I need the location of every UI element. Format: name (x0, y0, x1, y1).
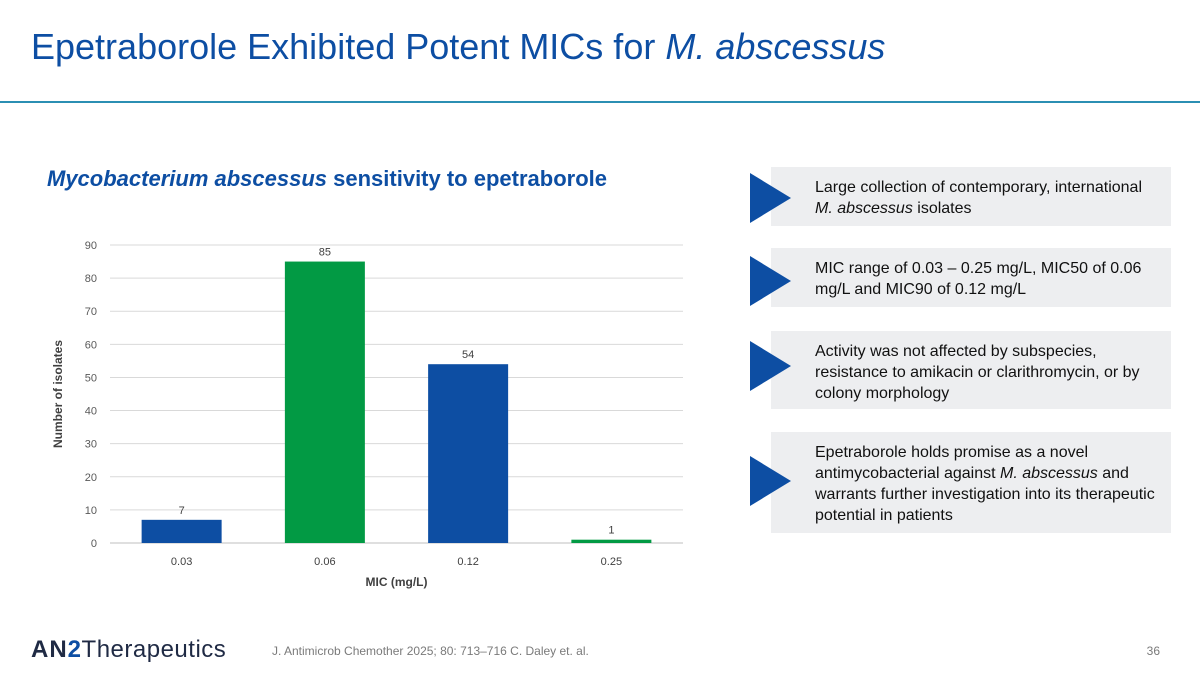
logo-therapeutics: Therapeutics (81, 636, 227, 663)
bar (284, 261, 365, 543)
y-tick-label: 50 (85, 372, 97, 384)
chart-heading-text: sensitivity to epetraborole (327, 166, 607, 191)
bar (141, 519, 222, 543)
bullet-text-part: Activity was not affected by subspecies,… (815, 343, 1140, 402)
y-tick-label: 40 (85, 406, 97, 418)
arrow-icon (750, 256, 791, 306)
y-tick-label: 0 (91, 538, 97, 550)
page-title: Epetraborole Exhibited Potent MICs for M… (31, 26, 885, 68)
arrow-icon (750, 341, 791, 391)
data-label: 54 (462, 349, 474, 361)
bar (571, 539, 652, 543)
page-number: 36 (1146, 644, 1160, 658)
x-tick-label: 0.12 (457, 556, 478, 568)
data-label: 7 (179, 505, 185, 517)
bullet-box: MIC range of 0.03 – 0.25 mg/L, MIC50 of … (771, 248, 1171, 307)
x-tick-label: 0.03 (171, 556, 192, 568)
title-divider (0, 101, 1200, 103)
bullet-text-part: and warrants further investigation into … (815, 465, 1155, 524)
data-label: 85 (319, 247, 331, 259)
bar-chart: 0 10 20 30 40 50 60 70 80 90 7 0.03 85 0.06 54 0.12 1 0.2… (51, 240, 683, 589)
arrow-icon (750, 173, 791, 223)
bullet-text: Activity was not affected by subspecies,… (815, 341, 1161, 404)
y-tick-label: 60 (85, 339, 97, 351)
title-italic-text: M. abscessus (665, 26, 886, 67)
bullet-box: Activity was not affected by subspecies,… (771, 331, 1171, 409)
x-axis-title: MIC (mg/L) (366, 575, 428, 589)
y-tick-label: 90 (85, 240, 97, 252)
bullet-text-part: isolates (912, 200, 972, 217)
citation: J. Antimicrob Chemother 2025; 80: 713–71… (272, 644, 589, 658)
bullet-text: Epetraborole holds promise as a novel an… (815, 442, 1161, 526)
y-tick-label: 10 (85, 505, 97, 517)
x-tick-label: 0.06 (314, 556, 335, 568)
bar (428, 364, 509, 543)
bullet-text-part: Large collection of contemporary, intern… (815, 179, 1142, 196)
bullet-text-part: Epetraborole holds promise as a novel an… (815, 444, 1089, 482)
y-tick-label: 30 (85, 439, 97, 451)
logo-two: 2 (67, 636, 82, 663)
bullet-box: Epetraborole holds promise as a novel an… (771, 432, 1171, 533)
x-tick-label: 0.25 (601, 556, 622, 568)
y-tick-label: 20 (85, 472, 97, 484)
bullet-box: Large collection of contemporary, intern… (771, 167, 1171, 226)
y-tick-label: 80 (85, 273, 97, 285)
bullet-text: Large collection of contemporary, intern… (815, 177, 1161, 219)
chart-heading-italic: Mycobacterium abscessus (47, 166, 328, 191)
bullet-text-italic: M. abscessus (999, 465, 1098, 482)
bullet-text-part: MIC range of 0.03 – 0.25 mg/L, MIC50 of … (815, 260, 1142, 298)
bullet-text-italic: M. abscessus (815, 200, 913, 217)
bullet-text: MIC range of 0.03 – 0.25 mg/L, MIC50 of … (815, 258, 1161, 300)
y-tick-label: 70 (85, 306, 97, 318)
company-logo: AN2Therapeutics (31, 636, 226, 664)
chart-heading: Mycobacterium abscessus sensitivity to e… (47, 166, 607, 192)
data-label: 1 (608, 525, 614, 537)
arrow-icon (750, 456, 791, 506)
y-axis-title: Number of isolates (51, 340, 65, 448)
logo-an: AN (31, 636, 68, 663)
title-text: Epetraborole Exhibited Potent MICs for (31, 26, 666, 67)
